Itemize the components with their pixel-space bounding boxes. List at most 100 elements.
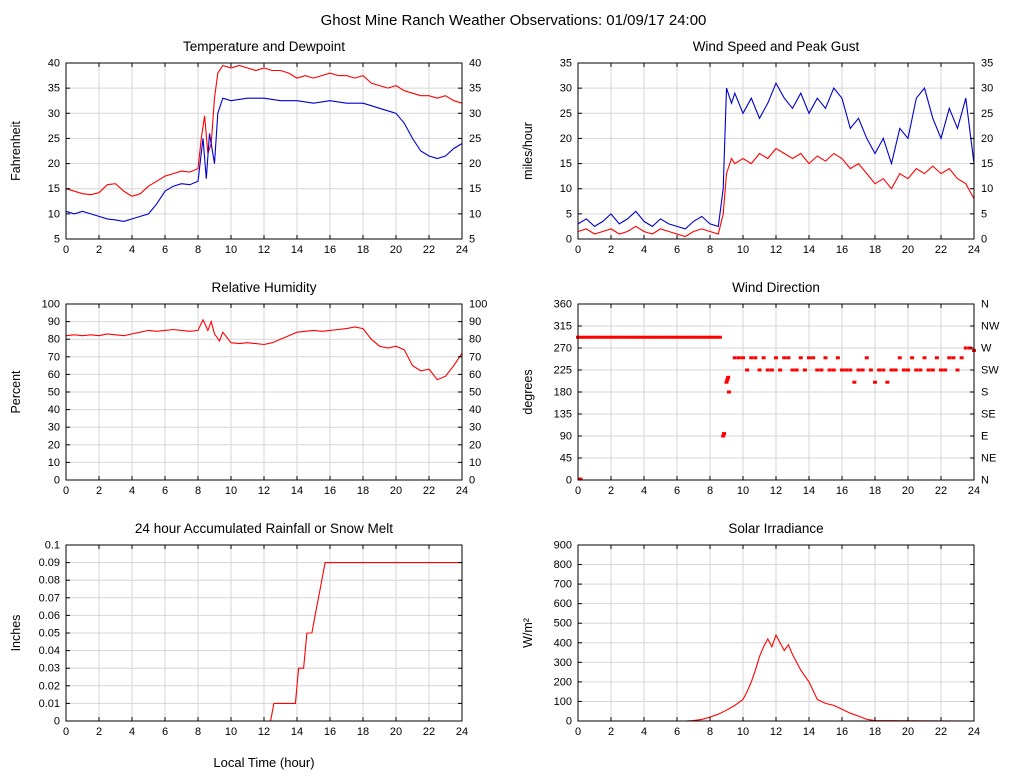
data-point [955,368,959,372]
data-point [930,368,935,372]
x-tick-label: 4 [640,726,646,738]
y-right-label: 35 [981,58,993,70]
x-tick-label: 16 [323,726,335,738]
data-point [901,368,906,372]
x-tick-label: 10 [224,726,236,738]
data-point [769,368,774,372]
chart-temperature-dewpoint: 0 2 4 6 8 10 12 14 16 18 20 22 24 5 5 10 10 15 15 20 20 25 25 3… [6,37,510,274]
x-tick-label: 18 [868,244,880,256]
data-point [605,335,610,339]
chart-relative-humidity: 0 2 4 6 8 10 12 14 16 18 20 22 24 0 0 10 10 20 20 30 30 40 40 5… [6,278,510,515]
y-tick-label: 300 [553,657,571,669]
y-axis-label: degrees [521,369,535,414]
x-tick-label: 24 [455,726,467,738]
x-tick-label: 10 [224,244,236,256]
data-point [710,335,715,339]
x-tick-label: 20 [389,244,401,256]
data-point [608,335,613,339]
y-right-label: 40 [469,404,481,416]
y-tick-label: 800 [553,559,571,571]
data-point [697,335,702,339]
y-tick-label: 35 [47,83,59,95]
data-point [634,335,639,339]
data-point [905,368,910,372]
x-tick-label: 10 [736,726,748,738]
data-point [618,335,623,339]
y-right-label: 10 [469,208,481,220]
x-tick-label: 8 [706,485,712,497]
x-tick-label: 4 [128,726,134,738]
x-tick-label: 6 [673,485,679,497]
y-tick-label: 10 [47,457,59,469]
data-point [631,335,636,339]
x-tick-label: 16 [323,244,335,256]
x-tick-label: 22 [934,726,946,738]
data-point [720,434,725,438]
x-tick-label: 24 [967,244,979,256]
data-point [868,368,873,372]
x-tick-label: 18 [356,726,368,738]
x-tick-label: 8 [706,244,712,256]
data-point [806,356,811,360]
x-tick-label: 18 [356,244,368,256]
y-tick-label: 0 [565,475,571,487]
data-point [942,368,947,372]
series-peak-gust [577,81,975,230]
y-axis-label: Fahrenheit [9,121,23,181]
x-tick-label: 22 [934,485,946,497]
chart-wind-speed-gust: 0 2 4 6 8 10 12 14 16 18 20 22 24 0 0 5 5 10 10 15 15 20 20 25 2… [518,37,1022,274]
data-point [777,368,782,372]
x-tick-label: 22 [934,244,946,256]
data-point [585,335,590,339]
data-point [724,378,729,382]
x-tick-label: 0 [574,726,580,738]
y-tick-label: 35 [559,58,571,70]
y-right-label: 100 [469,299,487,311]
data-point [721,432,726,436]
x-tick-label: 0 [62,726,68,738]
chart-title: Relative Humidity [211,280,316,295]
y-right-label: 90 [469,316,481,328]
y-tick-label: 200 [553,676,571,688]
y-tick-label: 15 [47,183,59,195]
data-point [913,368,918,372]
x-tick-label: 10 [736,244,748,256]
data-point [687,335,692,339]
x-tick-label: 14 [290,244,302,256]
y-tick-label: 25 [47,133,59,145]
y-tick-label: 80 [47,334,59,346]
x-tick-label: 10 [736,485,748,497]
chart-title: Temperature and Dewpoint [182,39,344,54]
x-tick-label: 18 [868,485,880,497]
data-point [658,335,662,339]
data-point [802,368,807,372]
y-axis-label: Percent [9,370,23,414]
data-point [651,335,656,339]
y-right-label: 0 [981,234,987,246]
data-point [922,356,926,360]
y-tick-label: 0.04 [38,645,59,657]
data-point [884,380,889,384]
y-tick-label: 10 [559,183,571,195]
data-point [704,335,709,339]
chart-title: Solar Irradiance [728,521,823,536]
x-tick-label: 6 [161,485,167,497]
x-tick-label: 20 [901,726,913,738]
y-right-label: E [981,431,988,443]
x-tick-label: 8 [194,244,200,256]
data-point [595,335,600,339]
y-tick-label: 20 [47,158,59,170]
y-right-label: N [981,475,989,487]
x-tick-label: 2 [95,244,101,256]
x-tick-label: 20 [901,244,913,256]
x-tick-label: 2 [607,726,613,738]
data-point [664,335,669,339]
data-point [694,335,699,339]
y-axis-label: miles/hour [521,122,535,180]
data-point [577,477,582,481]
data-point [592,335,596,339]
y-tick-label: 0.02 [38,680,59,692]
data-point [938,368,943,372]
data-point [765,368,770,372]
